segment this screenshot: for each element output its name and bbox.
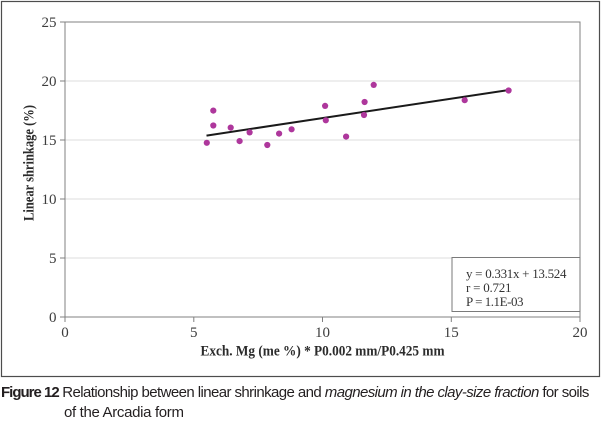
svg-text:P = 1.1E-03: P = 1.1E-03 — [466, 294, 524, 309]
svg-text:0: 0 — [61, 325, 69, 341]
svg-text:Linear shrinkage (%): Linear shrinkage (%) — [22, 105, 38, 221]
svg-text:20: 20 — [573, 325, 588, 341]
svg-text:25: 25 — [42, 15, 57, 31]
svg-text:r = 0.721: r = 0.721 — [466, 280, 512, 295]
svg-text:10: 10 — [42, 192, 57, 208]
svg-text:10: 10 — [315, 325, 330, 341]
svg-text:15: 15 — [42, 133, 57, 149]
svg-text:20: 20 — [42, 74, 57, 90]
svg-text:Exch. Mg (me %) * P0.002 mm/P0: Exch. Mg (me %) * P0.002 mm/P0.425 mm — [201, 344, 445, 360]
svg-text:5: 5 — [190, 325, 198, 341]
svg-text:y = 0.331x + 13.524: y = 0.331x + 13.524 — [466, 266, 567, 281]
svg-text:15: 15 — [444, 325, 459, 341]
svg-text:0: 0 — [49, 310, 57, 326]
svg-text:5: 5 — [49, 251, 57, 267]
